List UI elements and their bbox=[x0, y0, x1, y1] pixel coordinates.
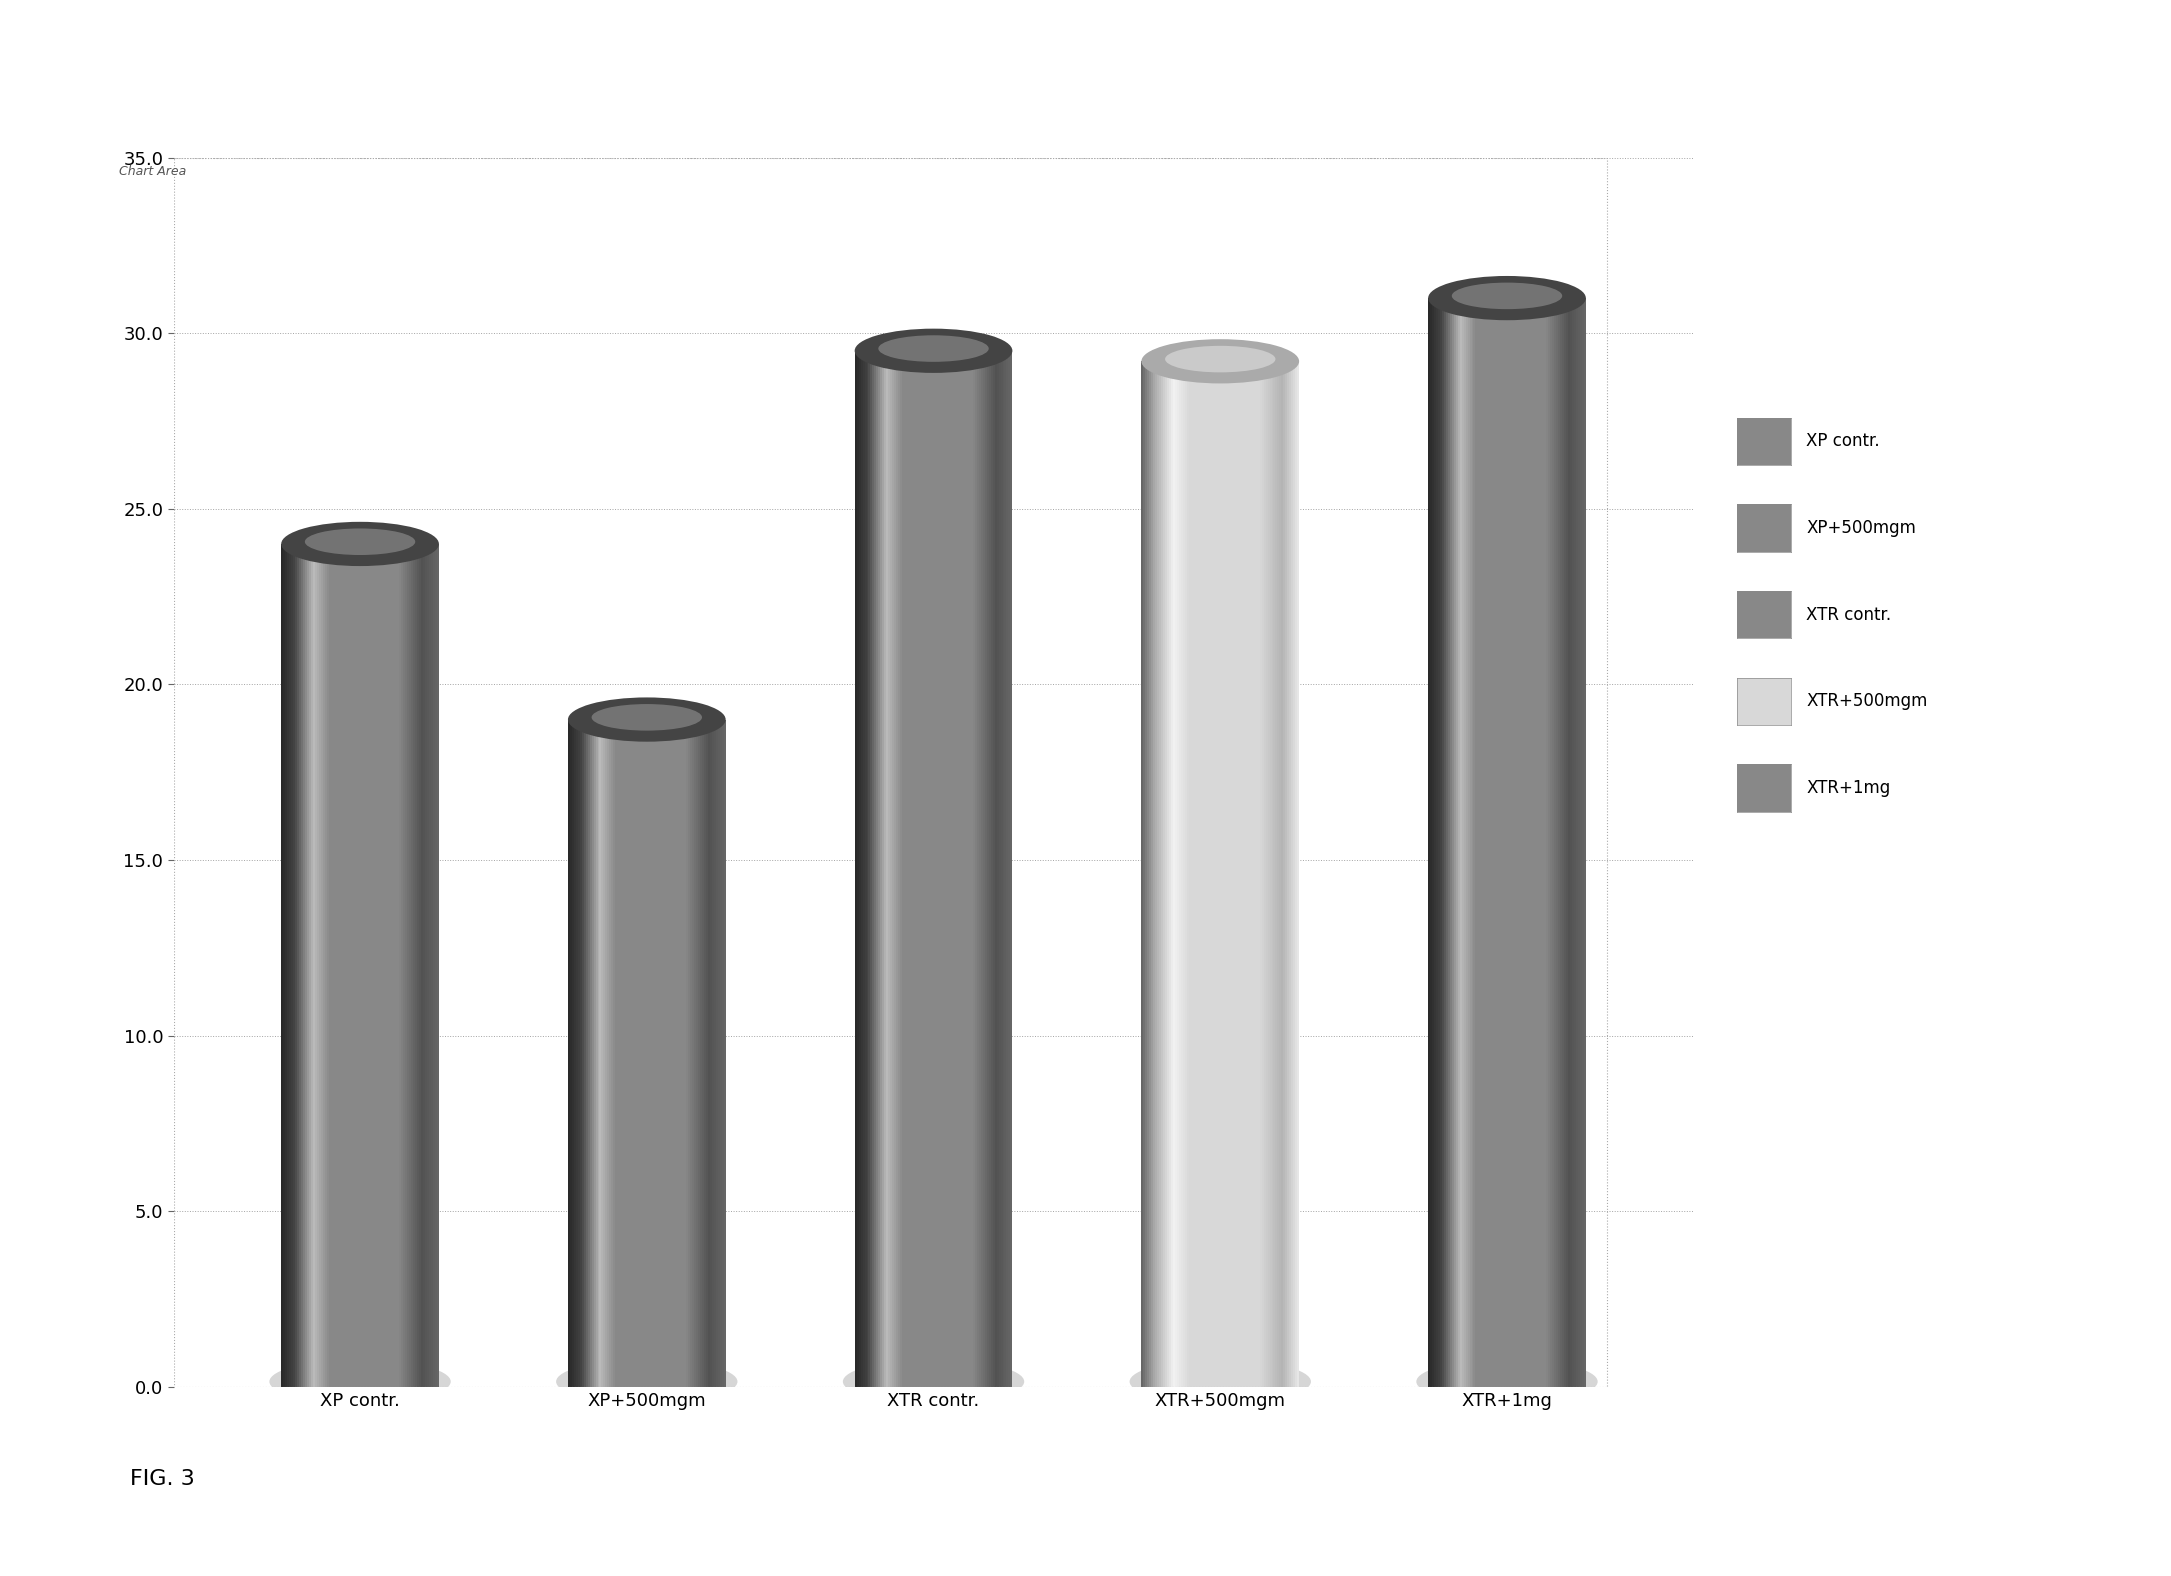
Text: XP contr.: XP contr. bbox=[1806, 432, 1880, 451]
Ellipse shape bbox=[879, 336, 988, 362]
Ellipse shape bbox=[269, 1360, 452, 1404]
Text: Chart Area: Chart Area bbox=[119, 165, 187, 178]
Ellipse shape bbox=[1452, 282, 1563, 309]
Text: XTR+500mgm: XTR+500mgm bbox=[1806, 692, 1928, 711]
Ellipse shape bbox=[591, 704, 701, 731]
Ellipse shape bbox=[855, 329, 1012, 374]
Ellipse shape bbox=[1142, 339, 1298, 383]
Ellipse shape bbox=[1429, 276, 1585, 320]
Ellipse shape bbox=[842, 1360, 1025, 1404]
Ellipse shape bbox=[1166, 345, 1274, 372]
Ellipse shape bbox=[569, 698, 725, 742]
Ellipse shape bbox=[1415, 1360, 1598, 1404]
Text: XP+500mgm: XP+500mgm bbox=[1806, 519, 1917, 537]
Ellipse shape bbox=[1129, 1360, 1311, 1404]
Text: XTR+1mg: XTR+1mg bbox=[1806, 779, 1891, 797]
Text: XTR contr.: XTR contr. bbox=[1806, 605, 1891, 624]
Ellipse shape bbox=[282, 522, 439, 566]
Ellipse shape bbox=[304, 528, 415, 555]
Ellipse shape bbox=[556, 1360, 738, 1404]
Text: FIG. 3: FIG. 3 bbox=[130, 1469, 195, 1489]
